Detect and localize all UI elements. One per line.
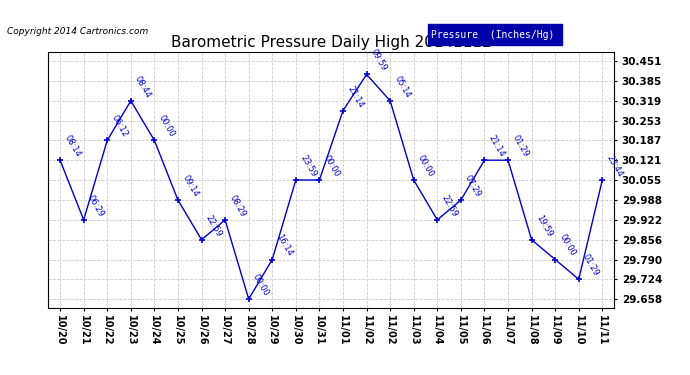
Text: Pressure  (Inches/Hg): Pressure (Inches/Hg) [431, 30, 554, 40]
Text: 08:44: 08:44 [133, 74, 153, 99]
Text: 21:14: 21:14 [345, 84, 365, 109]
Text: 22:59: 22:59 [204, 213, 224, 238]
Text: 00:00: 00:00 [251, 273, 270, 298]
Text: 00:00: 00:00 [416, 153, 436, 178]
Text: 00:00: 00:00 [558, 233, 578, 258]
Text: 08:29: 08:29 [228, 193, 247, 218]
Text: 23:59: 23:59 [298, 153, 318, 178]
Text: 16:14: 16:14 [275, 233, 295, 258]
Text: 09:14: 09:14 [180, 174, 200, 199]
Text: 00:00: 00:00 [322, 153, 342, 178]
Text: 08:14: 08:14 [63, 134, 82, 159]
Text: 00:00: 00:00 [157, 114, 177, 139]
Text: 01:29: 01:29 [511, 134, 530, 159]
Text: 06:12: 06:12 [110, 114, 129, 139]
Text: 06:29: 06:29 [86, 193, 106, 218]
Text: Copyright 2014 Cartronics.com: Copyright 2014 Cartronics.com [7, 27, 148, 36]
Text: 07:29: 07:29 [463, 173, 483, 199]
Text: 19:59: 19:59 [534, 213, 553, 238]
Text: 21:14: 21:14 [486, 134, 506, 159]
Text: 22:59: 22:59 [440, 194, 460, 218]
Text: 01:29: 01:29 [581, 253, 601, 278]
Text: 09:59: 09:59 [369, 48, 388, 73]
Text: 05:14: 05:14 [393, 74, 412, 99]
Title: Barometric Pressure Daily High 20141112: Barometric Pressure Daily High 20141112 [171, 35, 491, 50]
Text: 23:44: 23:44 [604, 153, 624, 178]
